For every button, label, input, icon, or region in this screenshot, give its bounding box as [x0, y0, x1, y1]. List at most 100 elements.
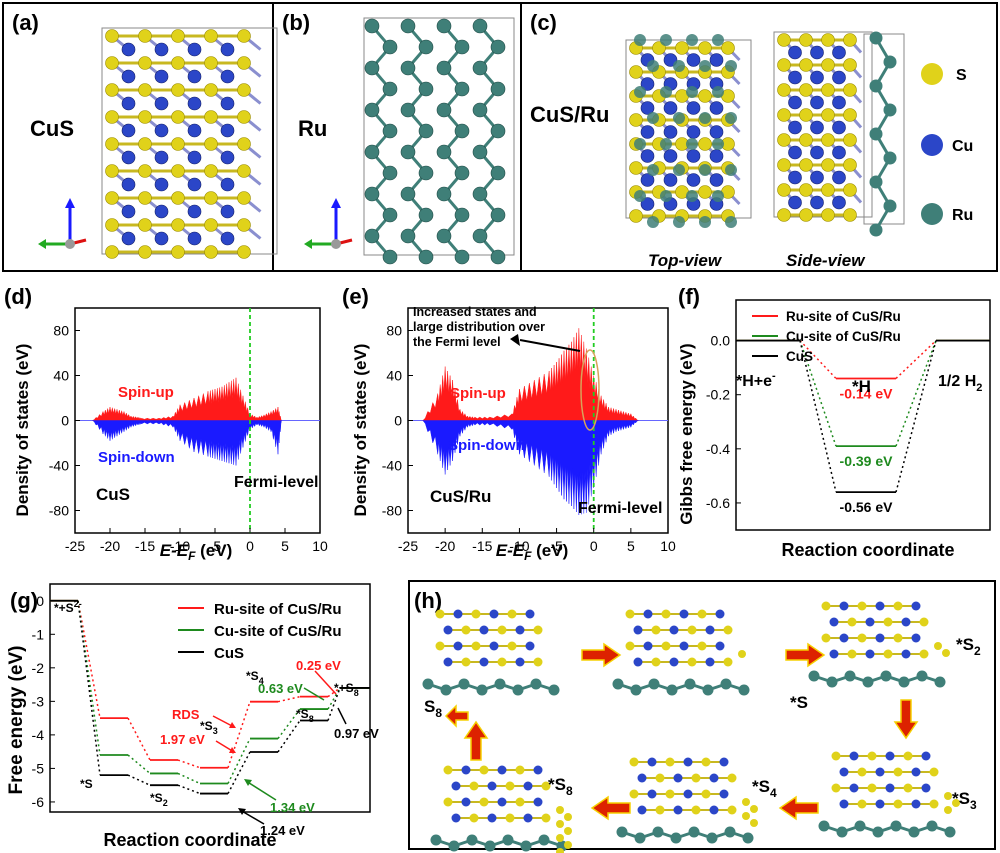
ru-atom — [934, 676, 946, 688]
s-atom — [929, 767, 939, 777]
y-tick-label: 0 — [36, 593, 44, 609]
s-atom — [138, 83, 152, 97]
e-spin-down-label: Spin-down — [448, 437, 525, 454]
cu-atom — [832, 95, 846, 110]
cu-atom — [643, 609, 653, 619]
arrow-left — [590, 795, 631, 821]
s-atom — [461, 625, 471, 635]
y-tick-label: -0.6 — [706, 495, 730, 511]
cu-atom — [839, 633, 849, 643]
ru-atom — [502, 834, 514, 846]
panel-c-label: (c) — [530, 10, 557, 35]
cu-atom — [663, 101, 678, 115]
s-adsorbate-atom — [556, 834, 564, 842]
d-spin-down-label: Spin-down — [98, 449, 175, 466]
cu-atom — [832, 195, 846, 210]
cu-atom — [810, 170, 824, 185]
g-s-label: *S — [80, 777, 93, 791]
ru-atom — [364, 186, 380, 202]
s-atom — [821, 601, 831, 611]
y-tick-label: -3 — [32, 693, 45, 709]
ru-atom — [476, 684, 488, 696]
s-atom — [661, 609, 671, 619]
cu-atom — [679, 609, 689, 619]
s-atom — [799, 108, 813, 122]
s-atom — [691, 805, 701, 815]
connector — [127, 717, 151, 761]
s-atom — [507, 609, 517, 619]
y-tick-label: -0.2 — [706, 387, 730, 403]
s-atom — [629, 209, 643, 223]
s-atom — [171, 164, 185, 178]
ru-atom — [634, 86, 646, 98]
x-tick-label: 0 — [246, 538, 254, 554]
cu-atom — [810, 45, 824, 60]
x-tick-label: -5 — [209, 538, 222, 554]
s-atom — [903, 751, 913, 761]
s-atom — [507, 641, 517, 651]
ru-atom — [699, 112, 711, 124]
cu-atom — [640, 125, 655, 139]
ru-atom — [890, 820, 902, 832]
cu-atom — [154, 42, 169, 57]
s-atom — [471, 609, 481, 619]
cu-atom — [640, 149, 655, 163]
s-atom — [629, 757, 639, 767]
cu-atom — [633, 657, 643, 667]
ru-atom — [490, 123, 506, 139]
d-fermi-label: Fermi-level — [234, 474, 318, 491]
cu-atom — [810, 95, 824, 110]
hydrogen-free-energy-chart: 0.0 -0.2 -0.4 -0.6 -0.14 eV -0.39 eV -0.56 eV — [706, 299, 991, 531]
ru-atom — [418, 249, 434, 265]
x-tick-label: -5 — [550, 538, 563, 554]
s-atom — [204, 110, 218, 124]
e-spin-up-label: Spin-up — [450, 385, 506, 402]
cu-atom — [121, 204, 136, 219]
s-atom — [687, 625, 697, 635]
s-atom — [629, 789, 639, 799]
s-atom — [691, 773, 701, 783]
ru-atom — [616, 826, 628, 838]
cu-atom — [187, 96, 202, 111]
ru-atom — [670, 832, 682, 844]
h-arrows — [444, 642, 919, 821]
cu-atom — [849, 783, 859, 793]
s-atom — [701, 757, 711, 767]
ru-atom — [382, 249, 398, 265]
level-value-label: -0.39 eV — [840, 453, 894, 469]
cu-atom — [788, 95, 802, 110]
ru-atom — [494, 678, 506, 690]
s-atom — [105, 83, 119, 97]
ru-atom — [660, 34, 672, 46]
connector — [77, 600, 101, 756]
cu-atom — [187, 231, 202, 246]
s-atom — [821, 58, 835, 72]
f-state-left: *H+e- — [736, 370, 776, 390]
s-atom — [479, 797, 489, 807]
s-atom — [721, 41, 735, 55]
ru-atom — [634, 138, 646, 150]
s-atom — [204, 218, 218, 232]
ru-atom — [818, 820, 830, 832]
cu-atom — [810, 70, 824, 85]
s-atom — [443, 797, 453, 807]
s-atom — [843, 58, 857, 72]
s-atom — [138, 29, 152, 43]
ru-atom — [652, 826, 664, 838]
s-atom — [847, 649, 857, 659]
ru-atom — [440, 684, 452, 696]
cu-atom — [453, 641, 463, 651]
cu-atom — [154, 69, 169, 84]
s-atom — [929, 799, 939, 809]
s-atom — [171, 83, 185, 97]
panel-c-material: CuS/Ru — [530, 102, 609, 127]
ru-atom — [490, 207, 506, 223]
cu-atom — [497, 797, 507, 807]
s-atom — [443, 765, 453, 775]
s-atom — [533, 625, 543, 635]
ru-atom — [869, 31, 883, 45]
ru-atom — [400, 60, 416, 76]
s-atom — [237, 245, 251, 259]
cu-atom — [154, 150, 169, 165]
ru-atom — [725, 112, 737, 124]
